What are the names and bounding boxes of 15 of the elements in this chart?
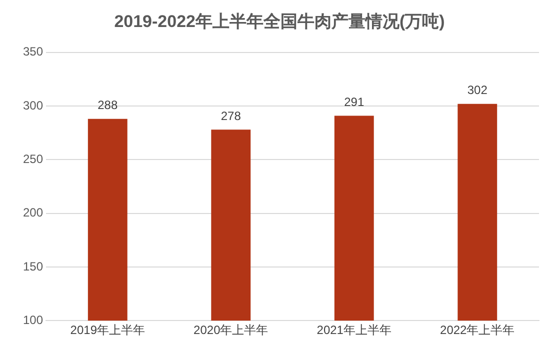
data-label: 288: [98, 98, 118, 112]
y-tick-label: 250: [22, 152, 44, 166]
data-label: 302: [467, 83, 488, 98]
y-tick-label: 150: [22, 259, 44, 274]
y-tick-label: 100: [22, 312, 44, 327]
data-label: 291: [344, 95, 364, 110]
y-tick-label: 350: [22, 44, 44, 59]
x-tick-label: 2022年上半年: [440, 323, 515, 338]
x-tick-label: 2021年上半年: [316, 323, 392, 338]
x-tick-label: 2020年上半年: [194, 323, 268, 338]
chart-title: 2019-2022年上半年全国牛肉产量情况(万吨): [114, 12, 445, 31]
data-label: 278: [220, 108, 242, 123]
x-tick-label: 2019年上半年: [70, 323, 145, 338]
y-tick-label: 300: [22, 98, 44, 112]
y-tick-label: 200: [22, 206, 44, 220]
